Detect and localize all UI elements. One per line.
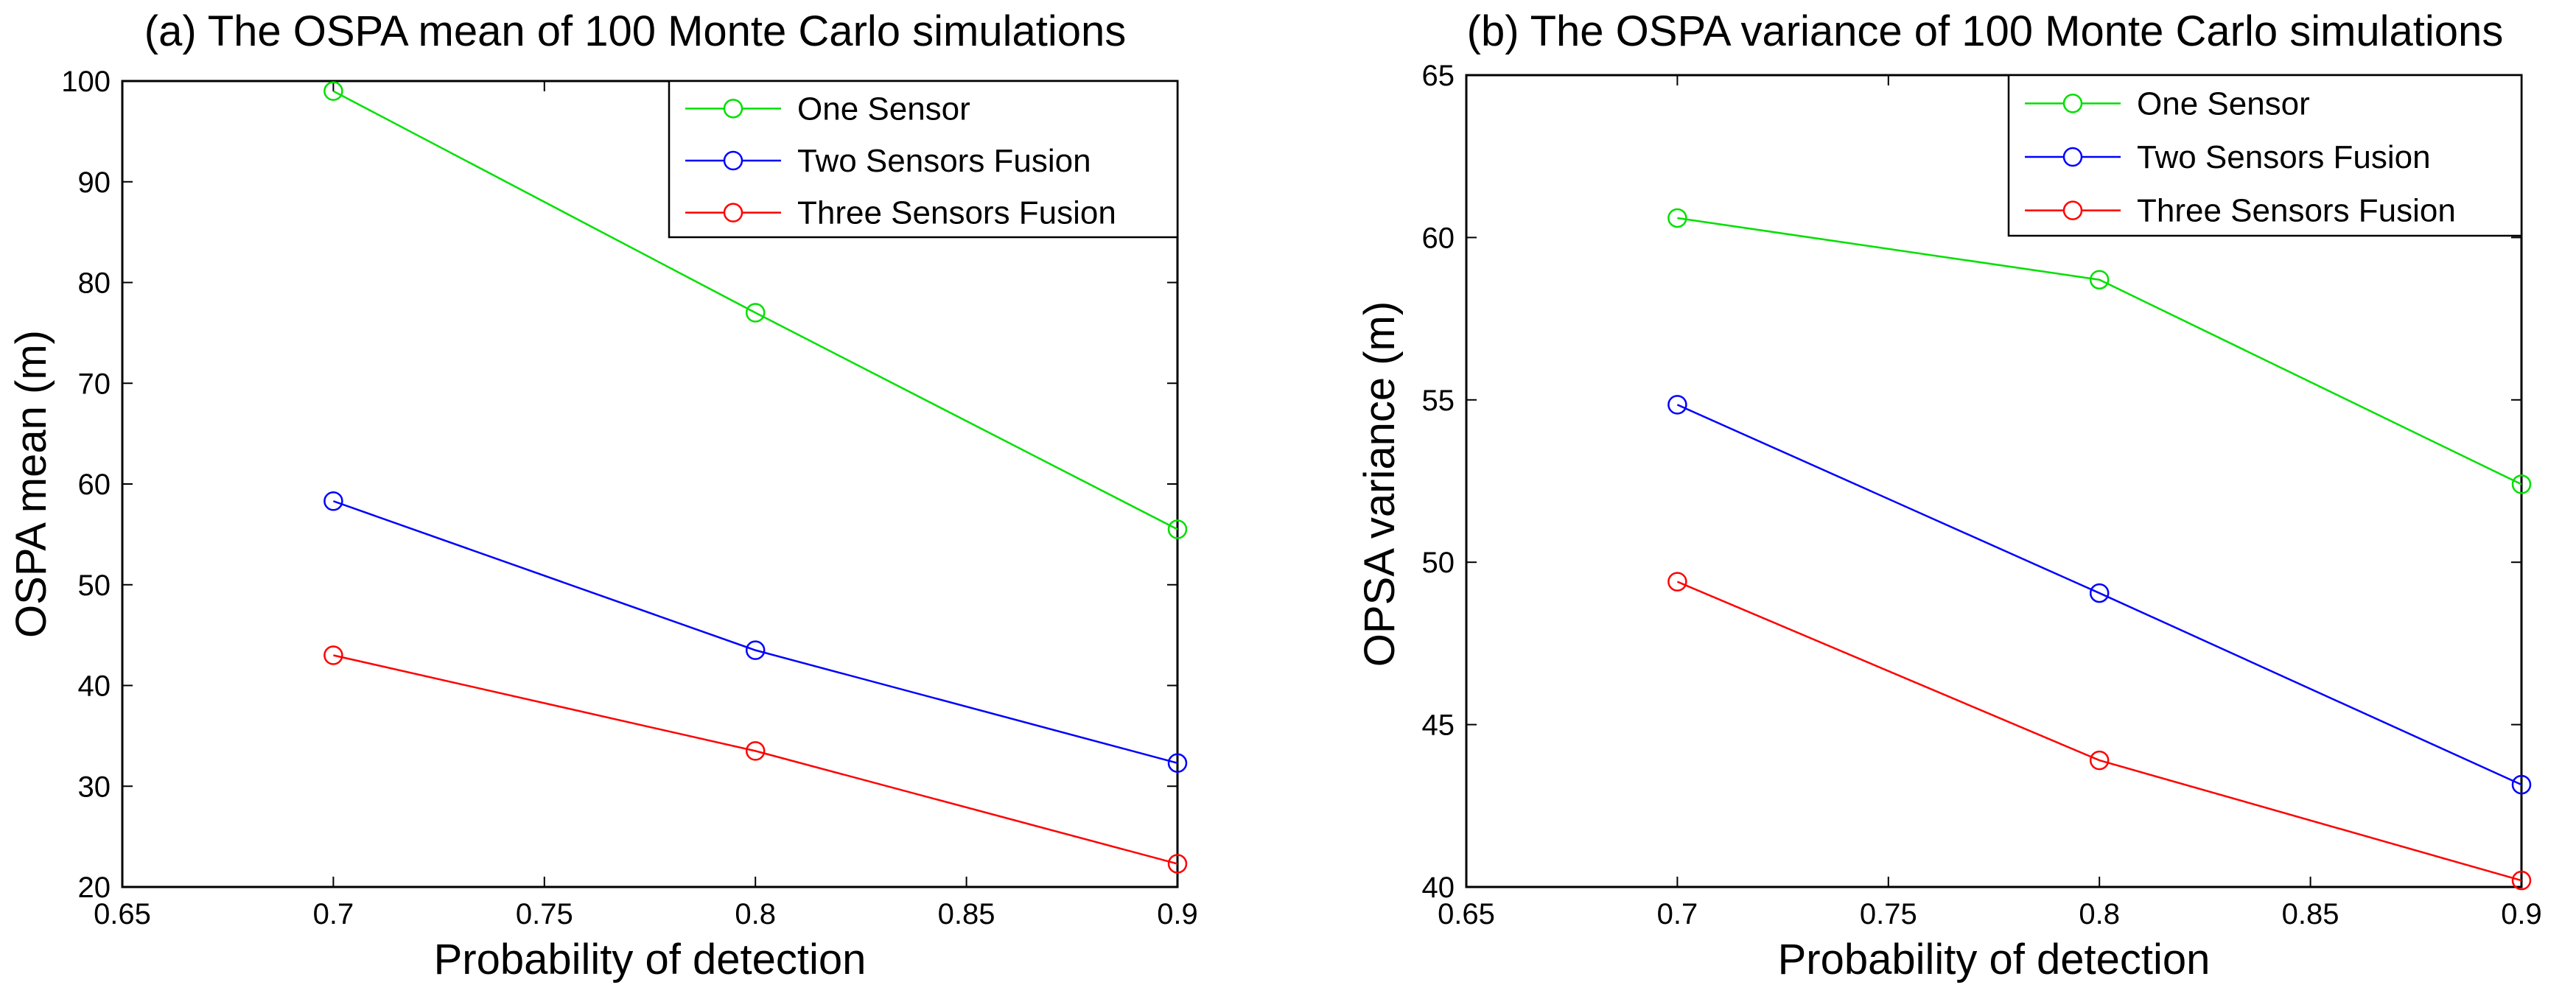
panel-a-data-point bbox=[323, 645, 343, 665]
panel-a-data-point bbox=[1167, 753, 1188, 774]
panel-a-series bbox=[323, 81, 1188, 874]
panel-b-x-tick-label: 0.85 bbox=[2282, 898, 2339, 930]
panel-a-x-tick-label: 0.65 bbox=[94, 898, 151, 930]
panel-b-y-tick-label: 40 bbox=[1422, 872, 1455, 904]
panel-b-legend-label: Three Sensors Fusion bbox=[2137, 193, 2456, 229]
panel-a-series-line-2 bbox=[332, 500, 1178, 765]
panel-a-x-tick-label: 0.7 bbox=[313, 898, 354, 930]
panel-a-title: (a) The OSPA mean of 100 Monte Carlo sim… bbox=[144, 7, 1127, 55]
panel-b-legend-swatch-marker bbox=[2062, 200, 2083, 220]
panel-b-series-line-3 bbox=[1676, 581, 2522, 882]
panel-b-data-point bbox=[2089, 583, 2110, 603]
panel-b-data-point bbox=[1667, 208, 1687, 228]
panel-a-x-tick-label: 0.85 bbox=[938, 898, 995, 930]
panel-a-legend-swatch-marker bbox=[723, 150, 743, 171]
panel-a-data-point bbox=[323, 491, 343, 511]
panel-a-x-axis-label: Probability of detection bbox=[434, 936, 867, 983]
panel-b-y-tick-label: 50 bbox=[1422, 547, 1455, 579]
panel-a-series-line-3 bbox=[333, 654, 1178, 865]
panel-b-x-tick-label: 0.75 bbox=[1860, 898, 1917, 930]
panel-a-y-tick-label: 40 bbox=[78, 670, 111, 703]
panel-b-data-point bbox=[1667, 395, 1687, 415]
panel-b-title: (b) The OSPA variance of 100 Monte Carlo… bbox=[1467, 7, 2504, 55]
panel-a-data-point bbox=[1167, 519, 1188, 539]
panel-a-legend-label: Three Sensors Fusion bbox=[797, 195, 1116, 231]
panel-a-x-tick-label: 0.8 bbox=[735, 898, 776, 930]
panel-b-legend-label: Two Sensors Fusion bbox=[2137, 139, 2431, 175]
panel-a-legend-swatch-marker bbox=[723, 203, 743, 222]
panel-b-x-tick-label: 0.65 bbox=[1438, 898, 1495, 930]
panel-b-y-tick-label: 55 bbox=[1422, 385, 1455, 417]
panel-a-y-tick-label: 20 bbox=[78, 872, 111, 904]
panel-b-legend-swatch-marker bbox=[2062, 147, 2083, 167]
panel-a-ticks: 0.65 0.7 0.75 0.8 0.85 0.9 20 30 40 50 60 70 80 90 100 bbox=[61, 66, 1198, 930]
panel-a-y-tick-label: 60 bbox=[78, 469, 111, 501]
panel-a-legend-label: One Sensor bbox=[797, 91, 970, 127]
panel-a-y-axis-label: OSPA mean (m) bbox=[7, 330, 55, 638]
panel-b-data-point bbox=[2511, 474, 2532, 494]
panel-a-y-tick-label: 100 bbox=[61, 66, 111, 98]
panel-b-series-line-2 bbox=[1676, 404, 2522, 786]
panel-b-y-tick-label: 45 bbox=[1422, 709, 1455, 742]
panel-b-legend-box bbox=[2007, 74, 2523, 237]
panel-a-data-point bbox=[1167, 854, 1188, 874]
panel-a-y-tick-label: 90 bbox=[78, 166, 111, 199]
panel-b-legend-swatch-marker bbox=[2062, 94, 2083, 113]
panel-b-y-axis-label: OPSA variance (m) bbox=[1356, 301, 1404, 667]
panel-a-y-tick-label: 50 bbox=[78, 569, 111, 602]
panel-b-data-point bbox=[2511, 870, 2532, 891]
panel-a-legend: One Sensor Two Sensors Fusion Three Sensor… bbox=[668, 80, 1179, 239]
panel-b-x-axis-label: Probability of detection bbox=[1778, 936, 2211, 983]
panel-b-x-tick-label: 0.9 bbox=[2501, 898, 2542, 930]
panel-b-data-point bbox=[2089, 270, 2110, 290]
panel-b-legend-label: One Sensor bbox=[2137, 85, 2310, 122]
panel-b-data-point bbox=[2511, 774, 2532, 795]
panel-b-ticks: 0.65 0.7 0.75 0.8 0.85 0.9 40 45 50 55 60 65 bbox=[1422, 60, 2542, 930]
panel-a-data-point bbox=[323, 81, 343, 101]
panel-b-x-tick-label: 0.8 bbox=[2079, 898, 2120, 930]
panel-a-y-tick-label: 80 bbox=[78, 267, 111, 300]
panel-b-y-tick-label: 65 bbox=[1422, 60, 1455, 92]
panel-a-legend-swatch-marker bbox=[723, 99, 743, 119]
panel-b-x-tick-label: 0.7 bbox=[1657, 898, 1698, 930]
panel-b-series-line-1 bbox=[1677, 217, 2522, 485]
panel-a-data-point bbox=[745, 741, 766, 761]
panel-b-legend: One Sensor Two Sensors Fusion Three Sensor… bbox=[2007, 74, 2523, 237]
panel-a-x-tick-label: 0.9 bbox=[1157, 898, 1198, 930]
panel-b-data-point bbox=[1667, 572, 1687, 592]
panel-b-y-tick-label: 60 bbox=[1422, 222, 1455, 254]
panel-b: (b) The OSPA variance of 100 Monte Carlo… bbox=[1356, 7, 2542, 983]
panel-a-series-line-1 bbox=[332, 90, 1178, 530]
panel-b-series bbox=[1667, 208, 2532, 891]
panel-a-legend-box bbox=[668, 80, 1179, 239]
panel-a-y-tick-label: 70 bbox=[78, 368, 111, 400]
panel-a-data-point bbox=[745, 303, 766, 323]
panel-a-legend-label: Two Sensors Fusion bbox=[797, 143, 1091, 179]
panel-a: (a) The OSPA mean of 100 Monte Carlo sim… bbox=[7, 7, 1198, 983]
panel-a-data-point bbox=[745, 640, 766, 660]
panel-a-y-tick-label: 30 bbox=[78, 771, 111, 803]
panel-b-data-point bbox=[2089, 750, 2110, 771]
panel-a-x-tick-label: 0.75 bbox=[516, 898, 573, 930]
